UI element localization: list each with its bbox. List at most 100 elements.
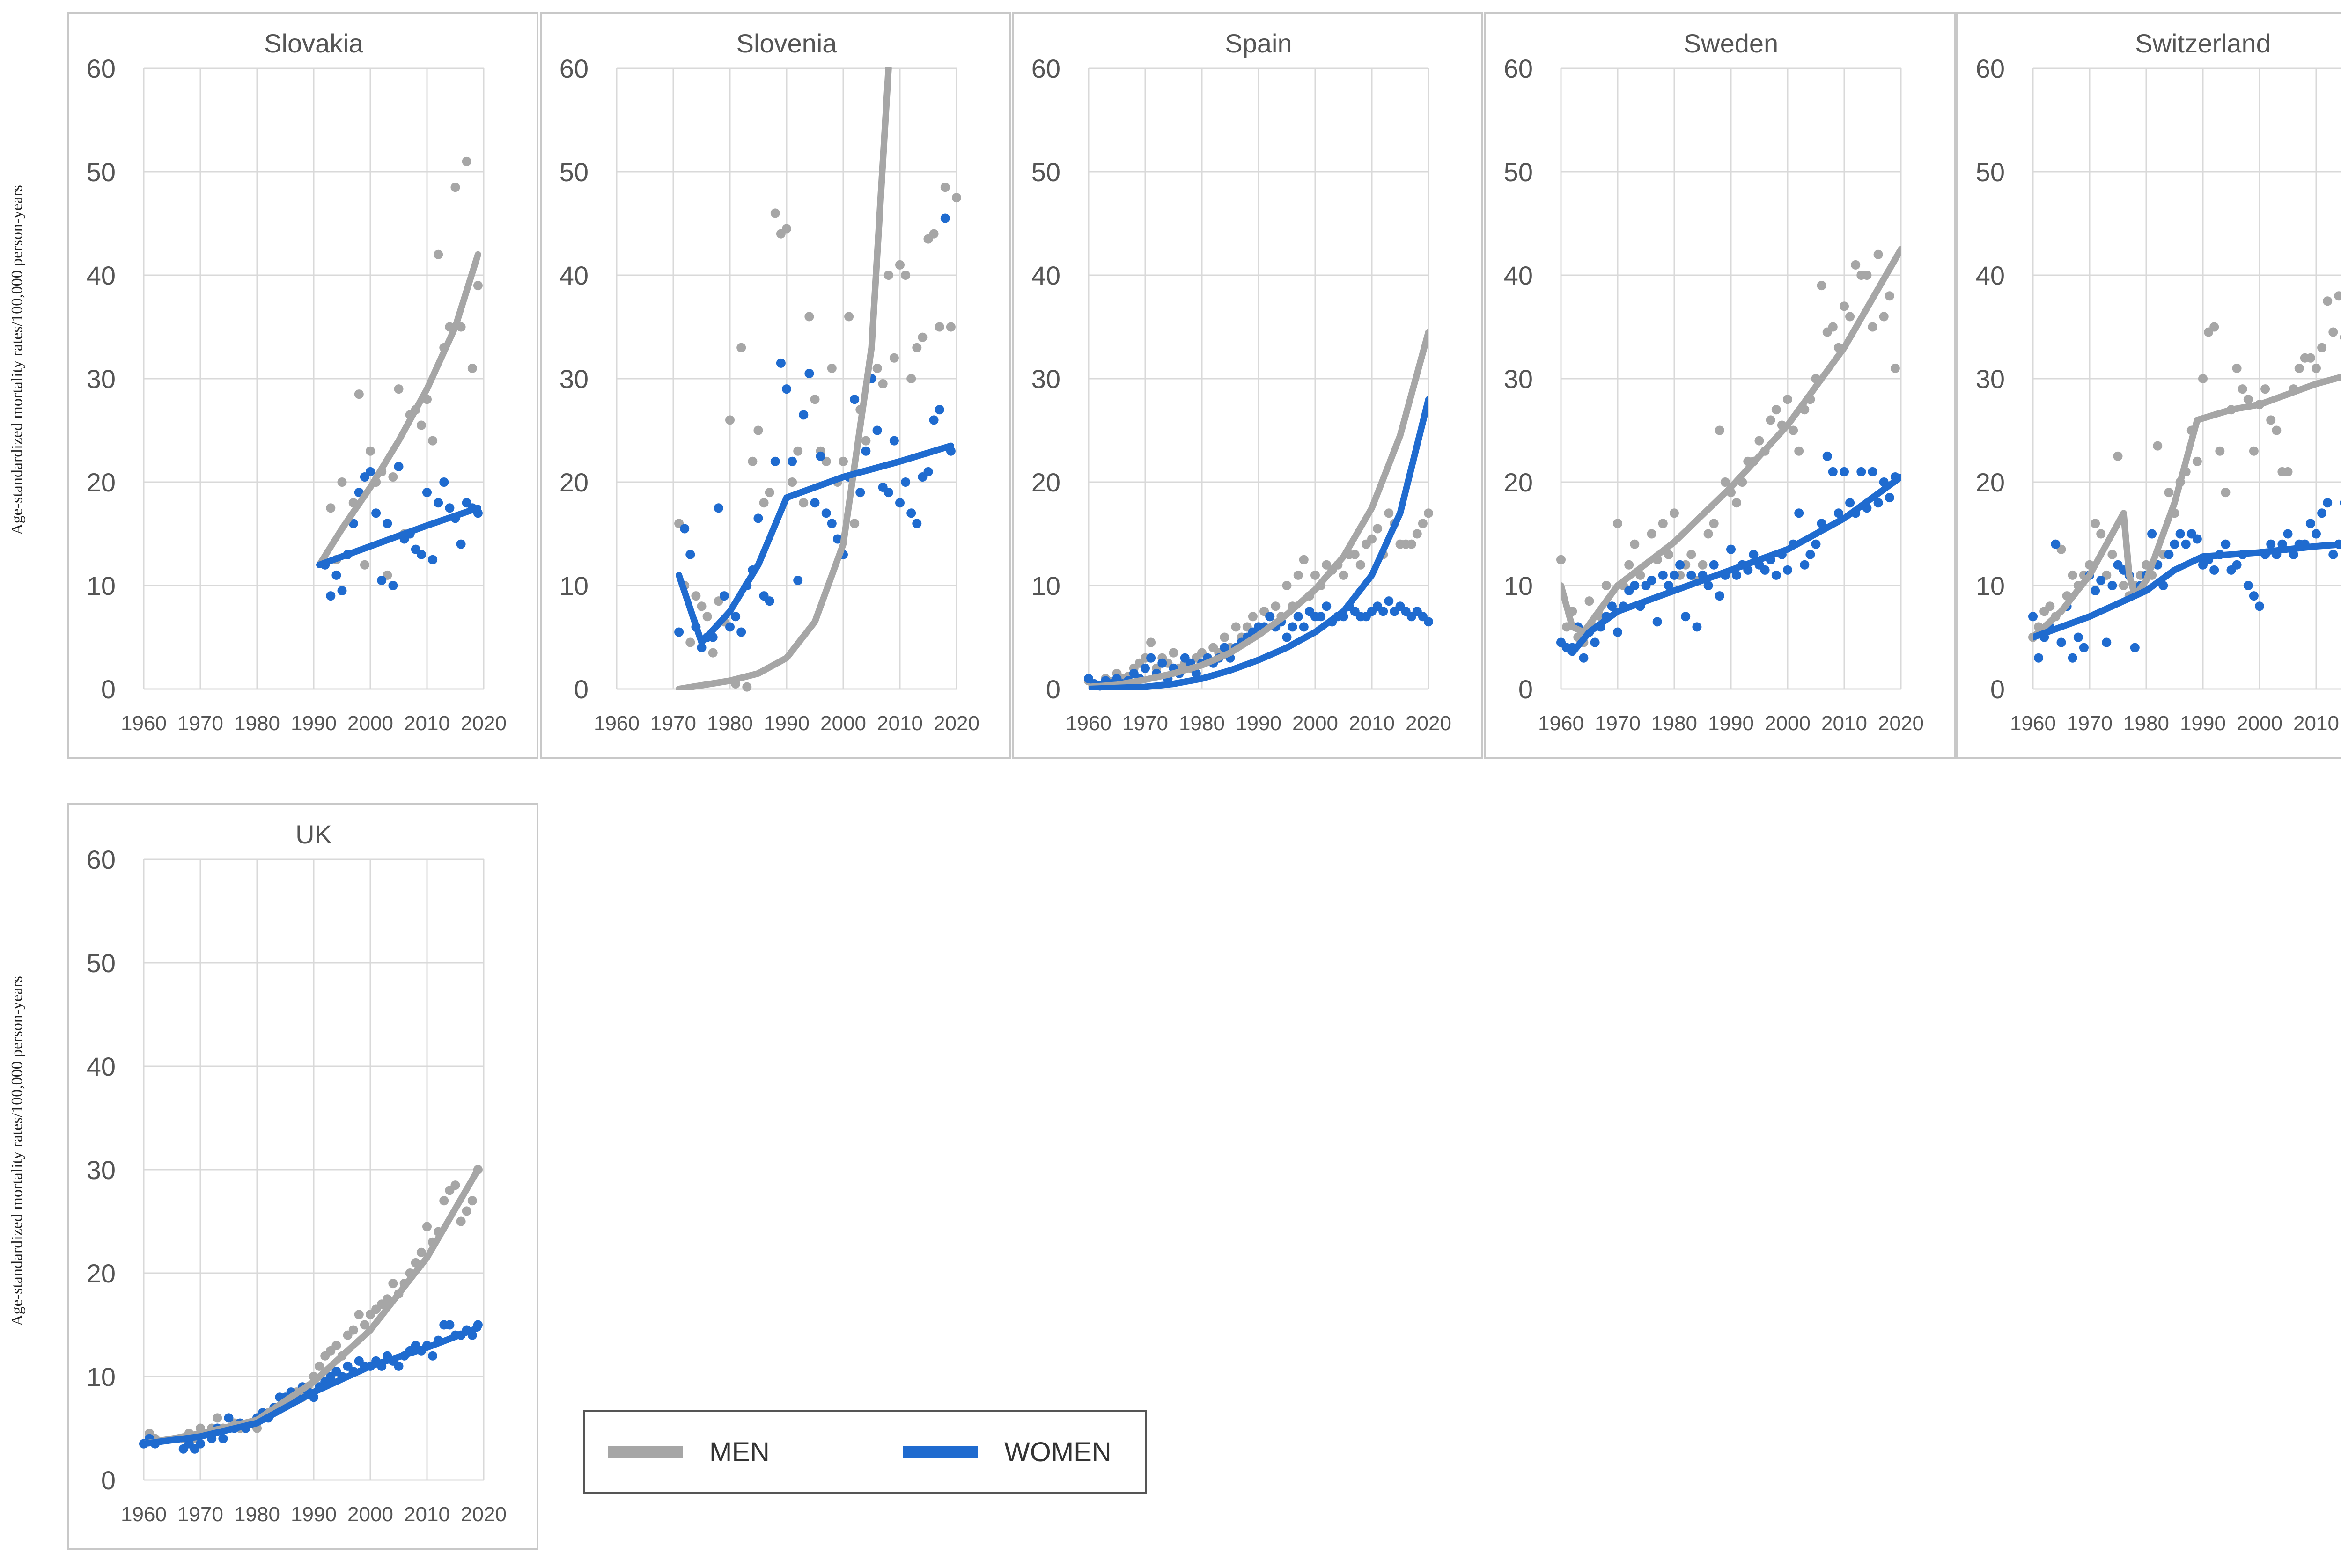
chart-title: UK — [295, 820, 332, 849]
data-point-women — [788, 456, 797, 466]
data-point-women — [799, 410, 809, 420]
data-point-men — [2045, 601, 2055, 611]
data-point-men — [416, 420, 426, 430]
data-point-women — [1681, 612, 1691, 622]
data-point-women — [1771, 570, 1781, 580]
data-point-women — [929, 415, 939, 425]
data-point-women — [765, 596, 774, 606]
data-point-women — [1322, 601, 1332, 611]
data-point-women — [1675, 560, 1685, 570]
data-point-men — [1406, 539, 1416, 549]
data-point-women — [337, 586, 347, 596]
data-point-men — [2266, 415, 2276, 425]
data-point-women — [804, 368, 814, 378]
data-point-women — [2317, 508, 2327, 518]
data-point-men — [1384, 508, 1394, 518]
data-point-women — [2305, 519, 2315, 528]
x-tick-label: 2010 — [404, 1503, 450, 1526]
x-tick-label: 1960 — [121, 1503, 167, 1526]
data-point-men — [2119, 581, 2128, 590]
data-point-men — [685, 637, 695, 647]
data-point-men — [434, 249, 443, 259]
data-point-men — [467, 363, 477, 373]
data-point-women — [1647, 575, 1656, 585]
data-point-men — [354, 1310, 364, 1319]
data-point-men — [1248, 612, 1258, 622]
data-point-men — [1647, 529, 1656, 539]
data-point-women — [2255, 601, 2264, 611]
data-point-men — [2164, 488, 2174, 498]
chart-title: Slovakia — [264, 29, 364, 58]
data-point-men — [2312, 363, 2321, 373]
data-point-women — [1800, 560, 1810, 570]
data-point-women — [680, 524, 690, 534]
y-tick-label: 30 — [87, 364, 116, 394]
data-point-men — [2107, 550, 2117, 559]
data-point-women — [1783, 565, 1792, 575]
data-point-men — [1789, 425, 1798, 435]
data-point-women — [366, 467, 375, 476]
data-point-men — [810, 395, 820, 404]
data-point-men — [691, 591, 701, 601]
data-point-men — [326, 503, 336, 513]
y-tick-label: 20 — [1976, 468, 2005, 497]
data-point-women — [2340, 499, 2341, 506]
data-point-women — [1157, 658, 1167, 668]
data-point-men — [697, 601, 707, 611]
data-point-women — [383, 519, 392, 528]
chart-panel-5: UK 0 10 20 30 40 50 60 1960 1970 1980 1990 2000 2010 2… — [8, 803, 538, 1550]
panel-frame — [1956, 12, 2341, 759]
data-point-men — [883, 271, 893, 280]
data-point-men — [1840, 301, 1849, 311]
y-tick-label: 50 — [87, 157, 116, 187]
data-point-men — [1845, 312, 1855, 322]
trend-line-men — [676, 67, 892, 690]
data-point-men — [1220, 632, 1229, 642]
data-point-women — [1141, 663, 1150, 673]
x-tick-label: 2010 — [877, 712, 923, 735]
data-point-men — [742, 682, 752, 692]
data-point-women — [224, 1413, 234, 1423]
data-point-men — [366, 446, 375, 456]
y-tick-label: 50 — [1031, 157, 1060, 187]
x-tick-label: 2020 — [934, 712, 979, 735]
data-point-men — [213, 1413, 222, 1423]
data-point-women — [855, 488, 865, 498]
y-tick-label: 30 — [1504, 364, 1533, 394]
data-point-men — [765, 488, 774, 498]
data-point-women — [2130, 643, 2140, 652]
data-point-women — [2068, 653, 2077, 663]
data-point-women — [2232, 560, 2242, 570]
data-point-women — [1760, 565, 1770, 575]
data-point-men — [439, 1196, 449, 1206]
data-point-men — [2221, 488, 2231, 498]
data-point-women — [1856, 467, 1866, 476]
data-point-women — [770, 456, 780, 466]
data-point-men — [1885, 291, 1894, 301]
data-point-men — [331, 1341, 341, 1350]
legend-item-men: MEN — [608, 1412, 770, 1492]
data-point-women — [821, 508, 831, 518]
data-point-men — [2340, 334, 2341, 341]
x-tick-label: 1980 — [1651, 712, 1697, 735]
data-point-men — [416, 1247, 426, 1257]
data-point-women — [2102, 637, 2112, 647]
y-tick-label: 10 — [87, 1362, 116, 1392]
data-point-men — [753, 425, 763, 435]
chart-panel-0: Slovakia 0 10 20 30 40 50 60 1960 1970 1980 1990 200… — [8, 12, 538, 759]
y-tick-label: 20 — [87, 1259, 116, 1288]
data-point-women — [793, 575, 803, 585]
data-point-women — [906, 508, 916, 518]
data-point-women — [1833, 508, 1843, 518]
x-tick-label: 2000 — [2237, 712, 2282, 735]
data-point-men — [2328, 327, 2338, 337]
data-point-women — [1579, 653, 1589, 663]
data-point-men — [901, 271, 911, 280]
data-point-women — [422, 488, 432, 498]
data-point-women — [1220, 643, 1229, 652]
data-point-women — [861, 446, 871, 456]
data-point-men — [2209, 322, 2219, 332]
chart-panel-1: Slovenia 0 10 20 30 40 50 60 1960 1970 1980 1990 200… — [540, 12, 1011, 759]
data-point-women — [923, 467, 933, 476]
data-point-women — [388, 581, 398, 590]
